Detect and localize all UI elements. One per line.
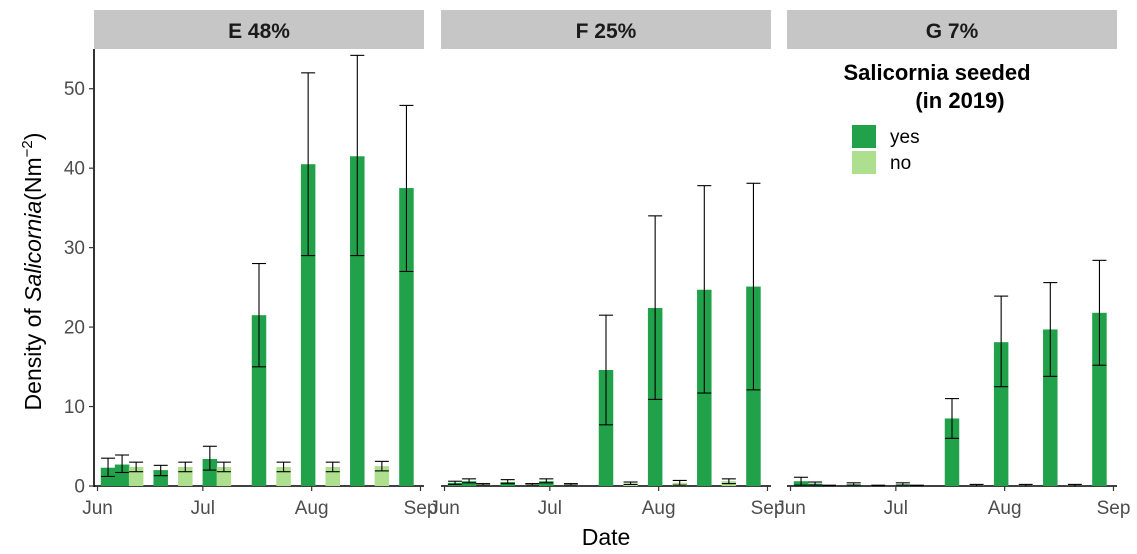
bar-yes [114, 464, 130, 486]
bar-yes [153, 470, 168, 486]
x-tick-label: Aug [988, 498, 1022, 519]
x-tick-label: Jul [538, 498, 562, 519]
bar-yes [399, 188, 414, 486]
legend-swatch-no [852, 151, 876, 174]
facet-title: G 7% [926, 20, 979, 43]
x-tick-label: Jun [775, 498, 806, 519]
facet-strip [787, 10, 1117, 49]
y-axis-title: Density of Salicornia(Nm−2) [19, 133, 46, 411]
legend-title: (in 2019) [915, 88, 1004, 113]
facet-strip [441, 10, 771, 49]
bar-yes [1043, 329, 1058, 486]
bar-yes [944, 418, 960, 486]
y-tick-label: 10 [64, 397, 85, 418]
y-tick-label: 20 [64, 318, 85, 339]
bar-yes [598, 369, 614, 486]
legend-label: yes [890, 127, 920, 148]
x-axis-title: Date [582, 524, 631, 549]
bar-yes [461, 481, 477, 486]
bar-yes [1092, 312, 1107, 486]
facet-strip [94, 10, 424, 49]
facet-title: E 48% [228, 20, 290, 43]
x-tick-label: Aug [642, 498, 676, 519]
x-tick-label: Jun [429, 498, 460, 519]
y-tick-label: 50 [64, 79, 85, 100]
bar-yes [350, 156, 365, 486]
bar-yes [251, 315, 267, 486]
x-tick-label: Jul [884, 498, 908, 519]
x-tick-label: Jun [82, 498, 113, 519]
x-tick-label: Jul [191, 498, 215, 519]
legend-swatch-yes [852, 125, 876, 148]
x-tick-label: Sep [751, 498, 785, 519]
x-tick-label: Aug [295, 498, 329, 519]
bar-yes [202, 458, 218, 486]
bar-yes [539, 481, 554, 486]
x-tick-label: Sep [404, 498, 438, 519]
facet-title: F 25% [576, 20, 637, 43]
bar-yes [300, 164, 316, 486]
x-tick-label: Sep [1097, 498, 1131, 519]
y-tick-label: 30 [64, 238, 85, 259]
bar-yes [993, 342, 1009, 486]
legend-label: no [890, 153, 911, 174]
y-tick-label: 40 [64, 159, 85, 180]
y-tick-label: 0 [74, 477, 85, 498]
legend-title: Salicornia seeded [843, 60, 1030, 85]
